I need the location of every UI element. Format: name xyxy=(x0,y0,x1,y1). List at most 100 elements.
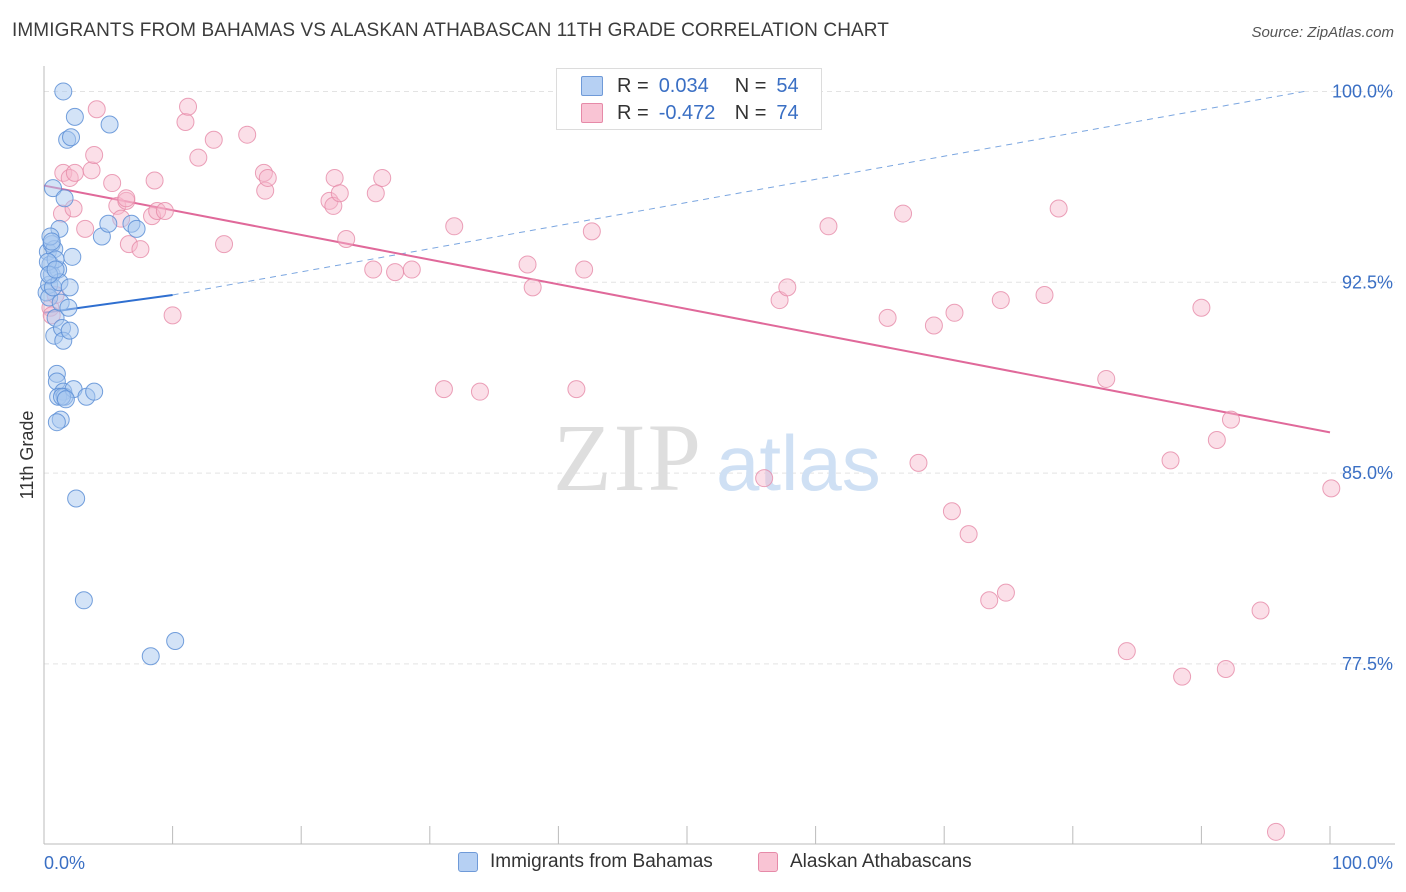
point-athabascans xyxy=(76,219,95,238)
point-bahamas xyxy=(54,82,73,101)
point-bahamas xyxy=(60,321,79,340)
watermark: ZIP atlas xyxy=(553,404,881,511)
point-athabascans xyxy=(1221,410,1240,429)
point-bahamas xyxy=(55,189,74,208)
point-athabascans xyxy=(582,222,601,241)
legend-row-bahamas: R = 0.034 N = 54 xyxy=(581,73,799,99)
source-label: Source: ZipAtlas.com xyxy=(1251,24,1394,41)
point-athabascans xyxy=(909,453,928,472)
series-swatch-bahamas xyxy=(458,852,478,872)
legend-r-label: R = xyxy=(617,74,649,97)
point-athabascans xyxy=(434,380,453,399)
point-athabascans xyxy=(878,308,897,327)
point-bahamas xyxy=(63,247,82,266)
y-tick-label: 100.0% xyxy=(1332,81,1393,101)
point-bahamas xyxy=(59,298,78,317)
point-athabascans xyxy=(119,235,138,254)
point-athabascans xyxy=(1207,431,1226,450)
point-athabascans xyxy=(991,291,1010,310)
point-athabascans xyxy=(945,303,964,322)
point-athabascans xyxy=(87,100,106,119)
point-athabascans xyxy=(942,502,961,521)
point-athabascans xyxy=(215,235,234,254)
point-athabascans xyxy=(366,184,385,203)
y-axis-label: 11th Grade xyxy=(17,411,37,500)
point-athabascans xyxy=(258,168,277,187)
legend-n-label: N = xyxy=(734,74,767,97)
point-athabascans xyxy=(82,161,101,180)
point-athabascans xyxy=(755,469,774,488)
legend-n-value: 74 xyxy=(776,101,799,124)
data-points xyxy=(37,82,1341,841)
point-athabascans xyxy=(373,168,392,187)
point-athabascans xyxy=(163,306,182,325)
point-athabascans xyxy=(924,316,943,335)
point-athabascans xyxy=(1049,199,1068,218)
point-bahamas xyxy=(141,647,160,666)
point-athabascans xyxy=(1322,479,1341,498)
point-athabascans xyxy=(238,125,257,144)
point-athabascans xyxy=(1161,451,1180,470)
point-bahamas xyxy=(65,107,84,126)
point-athabascans xyxy=(117,189,136,208)
point-bahamas xyxy=(42,232,61,251)
legend-row-athabascans: R = -0.472 N = 74 xyxy=(581,100,799,126)
point-athabascans xyxy=(65,163,84,182)
y-tick-label: 92.5% xyxy=(1342,272,1393,292)
legend-r-value: -0.472 xyxy=(658,101,716,124)
trend-line-bahamas-extrapolated xyxy=(172,90,1305,296)
watermark-atlas: atlas xyxy=(716,419,881,507)
point-athabascans xyxy=(179,97,198,116)
point-athabascans xyxy=(996,583,1015,602)
trend-line-athabascans xyxy=(43,184,1331,434)
point-athabascans xyxy=(1192,298,1211,317)
point-athabascans xyxy=(402,260,421,279)
trend-lines xyxy=(43,90,1331,434)
point-bahamas xyxy=(44,179,63,198)
point-athabascans xyxy=(518,255,537,274)
point-athabascans xyxy=(1097,369,1116,388)
series-legend-bahamas[interactable]: Immigrants from Bahamas xyxy=(458,851,713,873)
point-athabascans xyxy=(131,240,150,259)
point-bahamas xyxy=(127,219,146,238)
x-tick-label-min: 0.0% xyxy=(44,853,85,873)
y-tick-label: 85.0% xyxy=(1342,463,1393,483)
point-athabascans xyxy=(1173,667,1192,686)
chart-title: IMMIGRANTS FROM BAHAMAS VS ALASKAN ATHAB… xyxy=(12,20,889,41)
point-athabascans xyxy=(778,278,797,297)
point-bahamas xyxy=(60,278,79,297)
point-athabascans xyxy=(148,202,167,221)
point-bahamas xyxy=(47,413,66,432)
point-athabascans xyxy=(470,382,489,401)
point-athabascans xyxy=(189,148,208,167)
point-athabascans xyxy=(325,168,344,187)
series-label-athabascans: Alaskan Athabascans xyxy=(790,851,972,872)
legend-r-value: 0.034 xyxy=(658,74,709,97)
point-athabascans xyxy=(980,591,999,610)
legend-swatch-athabascans xyxy=(581,103,603,123)
grid-lines xyxy=(44,90,1395,665)
series-label-bahamas: Immigrants from Bahamas xyxy=(490,851,713,872)
point-athabascans xyxy=(103,174,122,193)
point-athabascans xyxy=(386,263,405,282)
point-bahamas xyxy=(85,382,104,401)
point-bahamas xyxy=(99,214,118,233)
point-athabascans xyxy=(155,202,174,221)
watermark-zip: ZIP xyxy=(553,404,703,511)
point-athabascans xyxy=(145,171,164,190)
point-athabascans xyxy=(959,525,978,544)
y-tick-label: 77.5% xyxy=(1342,654,1393,674)
point-bahamas xyxy=(100,115,119,134)
point-athabascans xyxy=(567,380,586,399)
stats-legend: R = 0.034 N = 54 R = -0.472 N = 74 xyxy=(556,68,822,130)
series-legend-athabascans[interactable]: Alaskan Athabascans xyxy=(758,851,972,873)
point-athabascans xyxy=(1216,659,1235,678)
point-bahamas xyxy=(46,260,65,279)
point-athabascans xyxy=(85,146,104,165)
point-bahamas xyxy=(74,591,93,610)
point-athabascans xyxy=(1035,285,1054,304)
point-athabascans xyxy=(364,260,383,279)
point-athabascans xyxy=(330,184,349,203)
point-athabascans xyxy=(176,112,195,131)
